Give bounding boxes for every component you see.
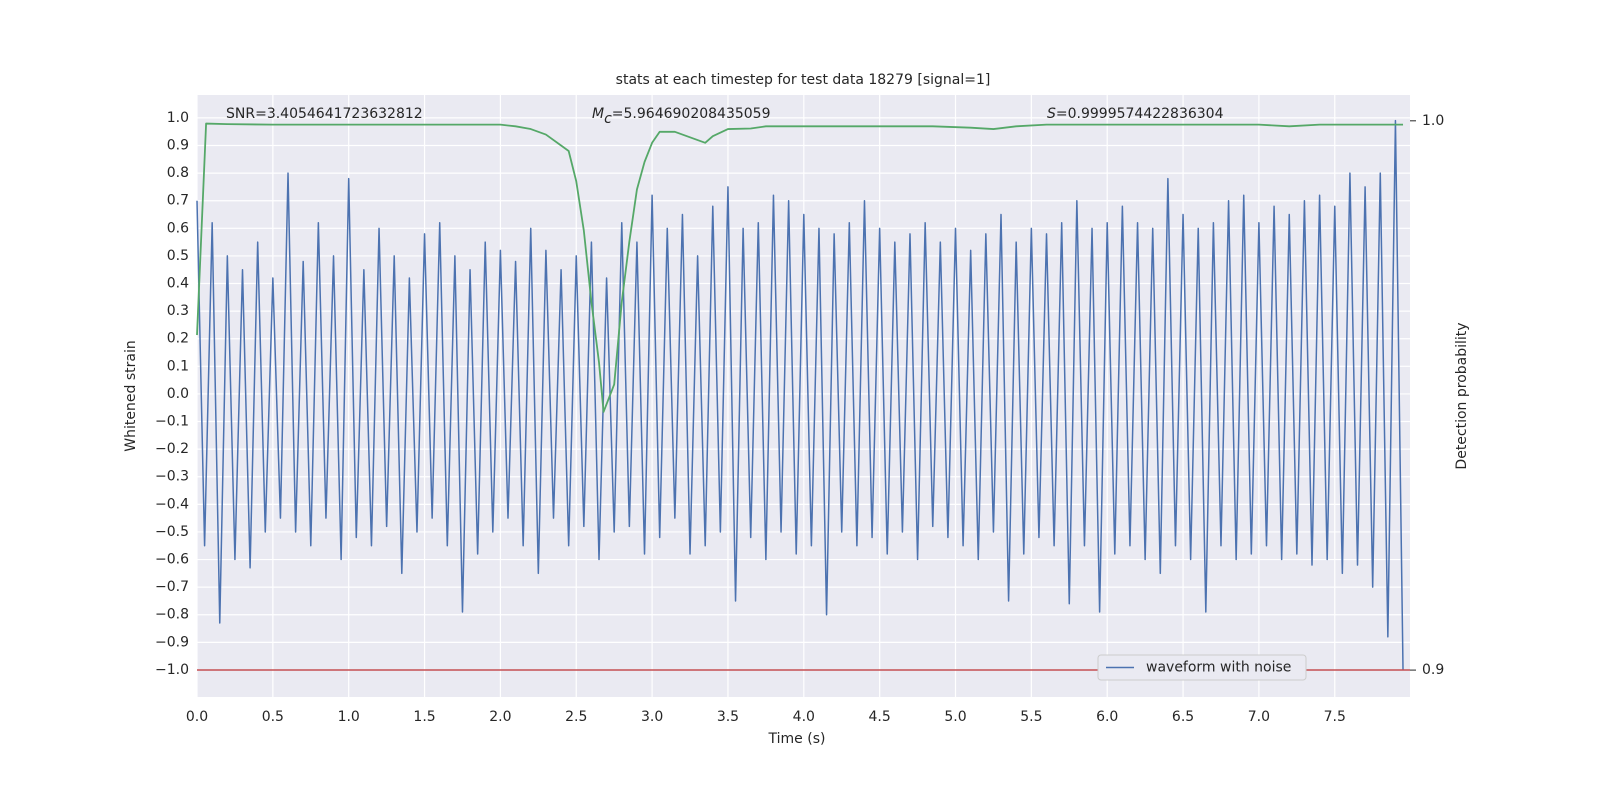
waveform-line: [196, 119, 1404, 670]
legend-box: [1097, 654, 1307, 681]
x-tick-label: 6.5: [1172, 709, 1194, 725]
annotation-symbol: S: [1047, 106, 1056, 122]
x-tick-label: 2.5: [565, 709, 587, 725]
y-tick-label: −0.5: [155, 524, 189, 540]
y-tick-label: −0.7: [155, 579, 189, 595]
y2-axis-label: Detection probability: [1454, 322, 1470, 469]
annotation-text: =0.9999574422836304: [1056, 106, 1224, 122]
y-tick-label: 0.2: [167, 331, 189, 347]
y-tick-label: 0.6: [167, 220, 189, 236]
y-tick-label: 0.5: [167, 248, 189, 264]
legend-label: waveform with noise: [1146, 660, 1291, 676]
chart-title: stats at each timestep for test data 182…: [616, 72, 991, 88]
y2-tick-label: 1.0: [1422, 113, 1444, 129]
y-tick-label: 0.4: [167, 276, 189, 292]
x-tick-label: 3.0: [641, 709, 663, 725]
y2-tick-label: 0.9: [1422, 662, 1444, 678]
y-tick-label: 0.7: [167, 193, 189, 209]
x-tick-label: 5.0: [944, 709, 966, 725]
annotation: SNR=3.4054641723632812: [226, 106, 423, 122]
x-tick-label: 5.5: [1020, 709, 1042, 725]
annotation-text: SNR=3.4054641723632812: [226, 106, 423, 122]
x-tick-label: 3.5: [717, 709, 739, 725]
y-tick-label: −0.9: [155, 634, 189, 650]
y-tick-label: −0.4: [155, 496, 189, 512]
annotation-subscript: c: [604, 111, 612, 127]
x-tick-label: 1.5: [413, 709, 435, 725]
x-tick-label: 4.0: [793, 709, 815, 725]
y-axis-label: Whitened strain: [123, 340, 139, 451]
y-tick-label: −0.3: [155, 469, 189, 485]
x-tick-label: 1.0: [338, 709, 360, 725]
y-tick-label: 0.0: [167, 386, 189, 402]
y-tick-label: −0.8: [155, 607, 189, 623]
x-tick-label: 0.5: [262, 709, 284, 725]
y-tick-label: 1.0: [167, 110, 189, 126]
y-tick-label: 0.3: [167, 303, 189, 319]
y-tick-label: −0.2: [155, 441, 189, 457]
annotation-text: =5.964690208435059: [612, 106, 771, 122]
y-tick-label: 0.8: [167, 165, 189, 181]
probability-line: [196, 122, 1404, 413]
annotation: S=0.9999574422836304: [1047, 106, 1224, 122]
y-tick-label: −1.0: [155, 662, 189, 678]
y-tick-label: −0.6: [155, 552, 189, 568]
annotation-symbol: M: [592, 106, 604, 122]
x-tick-label: 7.0: [1248, 709, 1270, 725]
y-tick-label: 0.1: [167, 358, 189, 374]
x-tick-label: 7.5: [1324, 709, 1346, 725]
x-tick-label: 2.0: [489, 709, 511, 725]
x-tick-label: 0.0: [186, 709, 208, 725]
x-axis-label: Time (s): [768, 731, 826, 747]
y-tick-label: −0.1: [155, 414, 189, 430]
x-tick-label: 6.0: [1096, 709, 1118, 725]
x-tick-label: 4.5: [869, 709, 891, 725]
y-tick-label: 0.9: [167, 138, 189, 154]
annotation: Mc=5.964690208435059: [592, 106, 771, 127]
